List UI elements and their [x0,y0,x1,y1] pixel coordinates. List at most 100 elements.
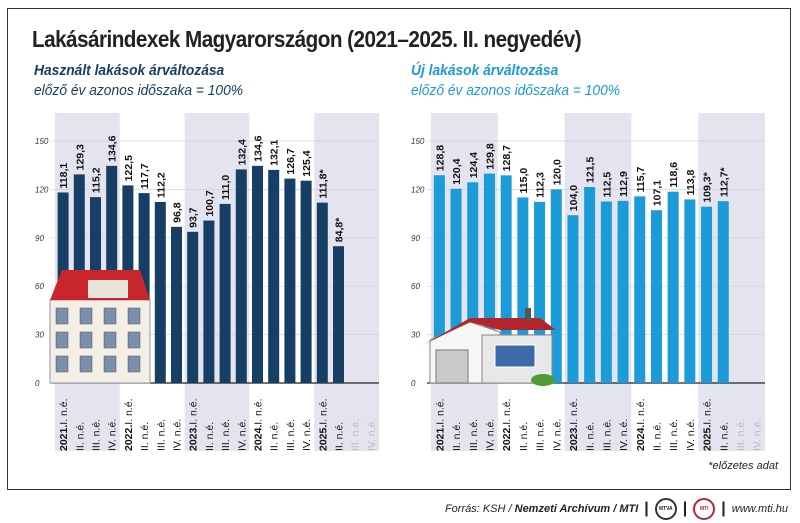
data-label: 112,5 [601,172,613,198]
bar [567,215,579,383]
bar [187,231,199,383]
bar [203,220,215,383]
data-label: 112,9 [618,171,630,197]
x-tick-label: 2023.I. n.é. [568,398,580,451]
x-tick-label: IV. n.é. [551,419,563,451]
bar [517,197,529,383]
bar [584,186,596,383]
window [127,355,141,373]
bar [268,169,280,383]
x-tick-label: IV. n.é. [366,419,378,451]
y-tick-label: 60 [411,282,420,291]
y-tick-label: 90 [411,234,420,243]
bar [650,210,662,383]
y-tick-label: 30 [411,331,420,340]
x-tick-label: III. n.é. [91,419,103,451]
bar [701,206,713,383]
bar [483,173,495,383]
data-label: 109,3* [702,171,714,202]
x-tick-label: III. n.é. [468,419,480,451]
data-label: 100,7 [204,190,216,216]
data-label: 111,8* [317,169,329,199]
right-chart-title: Új lakások árváltozása [411,62,559,79]
y-tick-label: 0 [35,379,40,388]
y-tick-label: 90 [35,234,44,243]
x-tick-label: 2021.I. n.é. [58,398,70,451]
x-tick-label: IV. n.é. [107,419,119,451]
mtva-logo: MTVA [654,498,677,520]
x-tick-label: II. n.é. [269,422,281,451]
window [79,355,93,373]
footnote: *előzetes adat [708,460,778,472]
y-tick-label: 0 [411,379,416,388]
bar [219,203,231,383]
data-label: 117,7 [139,163,151,189]
data-label: 134,6 [253,135,265,161]
data-label: 93,7 [188,207,200,228]
x-tick-label: II. n.é. [204,422,216,451]
separator: | [721,500,726,517]
left-chart-subtitle: előző év azonos időszaka = 100% [34,82,244,99]
bar [467,182,479,383]
x-tick-label: IV. n.é. [484,419,496,451]
x-tick-label: 2023.I. n.é. [188,398,200,451]
window [127,331,141,349]
y-tick-label: 120 [411,185,425,194]
data-label: 104,0 [568,185,580,211]
bar [235,169,247,383]
y-tick-label: 30 [35,331,44,340]
data-label: 122,5 [123,155,135,181]
window [127,307,141,325]
x-tick-label: IV. n.é. [301,419,313,451]
x-tick-label: III. n.é. [155,419,167,451]
data-label: 84,8* [334,217,346,242]
data-label: 113,8 [685,170,697,196]
data-label: 125,4 [301,150,313,176]
x-tick-label: 2024.I. n.é. [253,398,265,451]
data-label: 115,2 [91,167,103,193]
bar [450,188,462,383]
dormer [88,280,128,298]
x-tick-label: 2024.I. n.é. [635,398,647,451]
x-tick-label: III. n.é. [668,419,680,451]
data-label: 134,6 [107,135,119,161]
bar [154,201,166,383]
website-link[interactable]: www.mti.hu [731,503,788,515]
data-label: 128,8 [434,145,446,171]
y-tick-label: 150 [35,137,49,146]
data-label: 107,1 [651,180,663,206]
separator: | [644,500,649,517]
data-label: 120,4 [451,158,463,184]
window [103,307,117,325]
bar [617,200,629,383]
x-tick-label: III. n.é. [350,419,362,451]
x-tick-label: II. n.é. [518,422,530,451]
bar [316,202,328,383]
data-label: 129,8 [484,143,496,169]
footer: Forrás: KSH / Nemzeti Archívum / MTI | M… [445,498,788,520]
bar [252,165,263,383]
house-illustration [425,308,556,386]
x-tick-label: II. n.é. [718,422,730,451]
data-label: 115,0 [518,168,530,194]
window [55,331,69,349]
bar [500,175,512,383]
right-chart-subtitle: előző év azonos időszaka = 100% [411,82,621,99]
x-tick-label: III. n.é. [220,419,232,451]
chimney [525,308,531,320]
bar [634,196,646,383]
x-tick-label: IV. n.é. [618,419,630,451]
data-label: 112,3 [535,172,547,198]
x-tick-label: II. n.é. [74,422,86,451]
data-label: 112,7* [718,166,730,197]
bar [600,201,612,383]
x-tick-label: 2021.I. n.é. [434,398,446,451]
data-label: 128,7 [501,145,513,171]
x-tick-label: 2025.I. n.é. [702,398,714,451]
data-label: 132,1 [269,139,281,165]
data-label: 124,4 [468,152,480,178]
bar [433,175,445,383]
x-tick-label: II. n.é. [139,422,151,451]
bar [171,226,182,383]
